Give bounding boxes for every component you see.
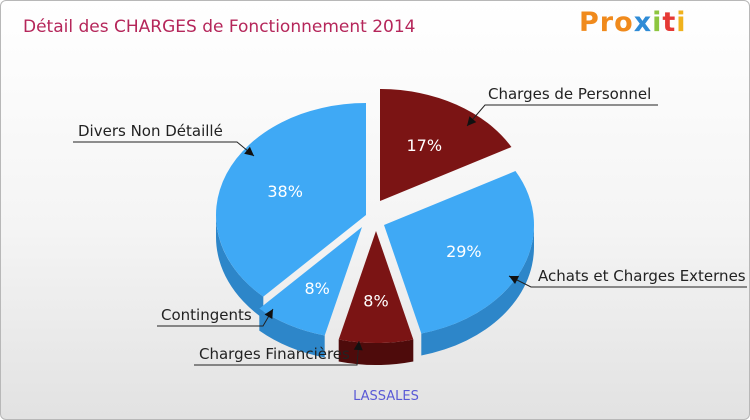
leader-arrowhead [244,146,254,156]
slice-percent-label: 38% [267,182,303,201]
pie-tops [215,89,534,344]
pie-slice [215,103,366,297]
logo-letter: x [633,7,653,38]
logo-letter: o [614,7,634,38]
slice-percent-label: 29% [446,242,482,261]
slice-percent-label: 17% [407,136,443,155]
leader-arrowhead [509,276,520,285]
leader-line [73,141,255,157]
chart-subtitle: LASSALES [353,389,419,404]
logo-letter: P [579,7,600,38]
leader-arrowhead [264,309,273,320]
slice-percent-label: 8% [305,279,330,298]
pie-slice [338,231,414,344]
proxiti-logo: Proxiti [579,7,687,43]
logo-letter: i [676,7,687,38]
logo-letter: i [652,7,663,38]
pie-slice [384,171,534,334]
slice-category-label: Charges de Personnel [488,85,651,103]
leader-line [466,104,658,127]
pie-slice-side [216,215,264,319]
pie-slice-side [421,225,534,356]
slice-category-label: Charges Financières [199,345,350,363]
leader-arrowhead [467,116,477,126]
pie-slice-side [338,339,414,365]
pie-slice [259,227,362,336]
leader-arrowhead [353,341,363,351]
slice-percent-label: 8% [363,291,388,310]
chart-title: Détail des CHARGES de Fonctionnement 201… [23,17,416,37]
slice-category-label: Achats et Charges Externes [538,267,746,285]
slice-category-label: Divers Non Détaillé [78,122,223,140]
logo-letter: t [662,7,677,38]
pie-slice [380,89,512,201]
slice-category-label: Contingents [161,306,252,324]
pie-slice-side [259,308,325,358]
logo-letter: r [599,7,615,38]
